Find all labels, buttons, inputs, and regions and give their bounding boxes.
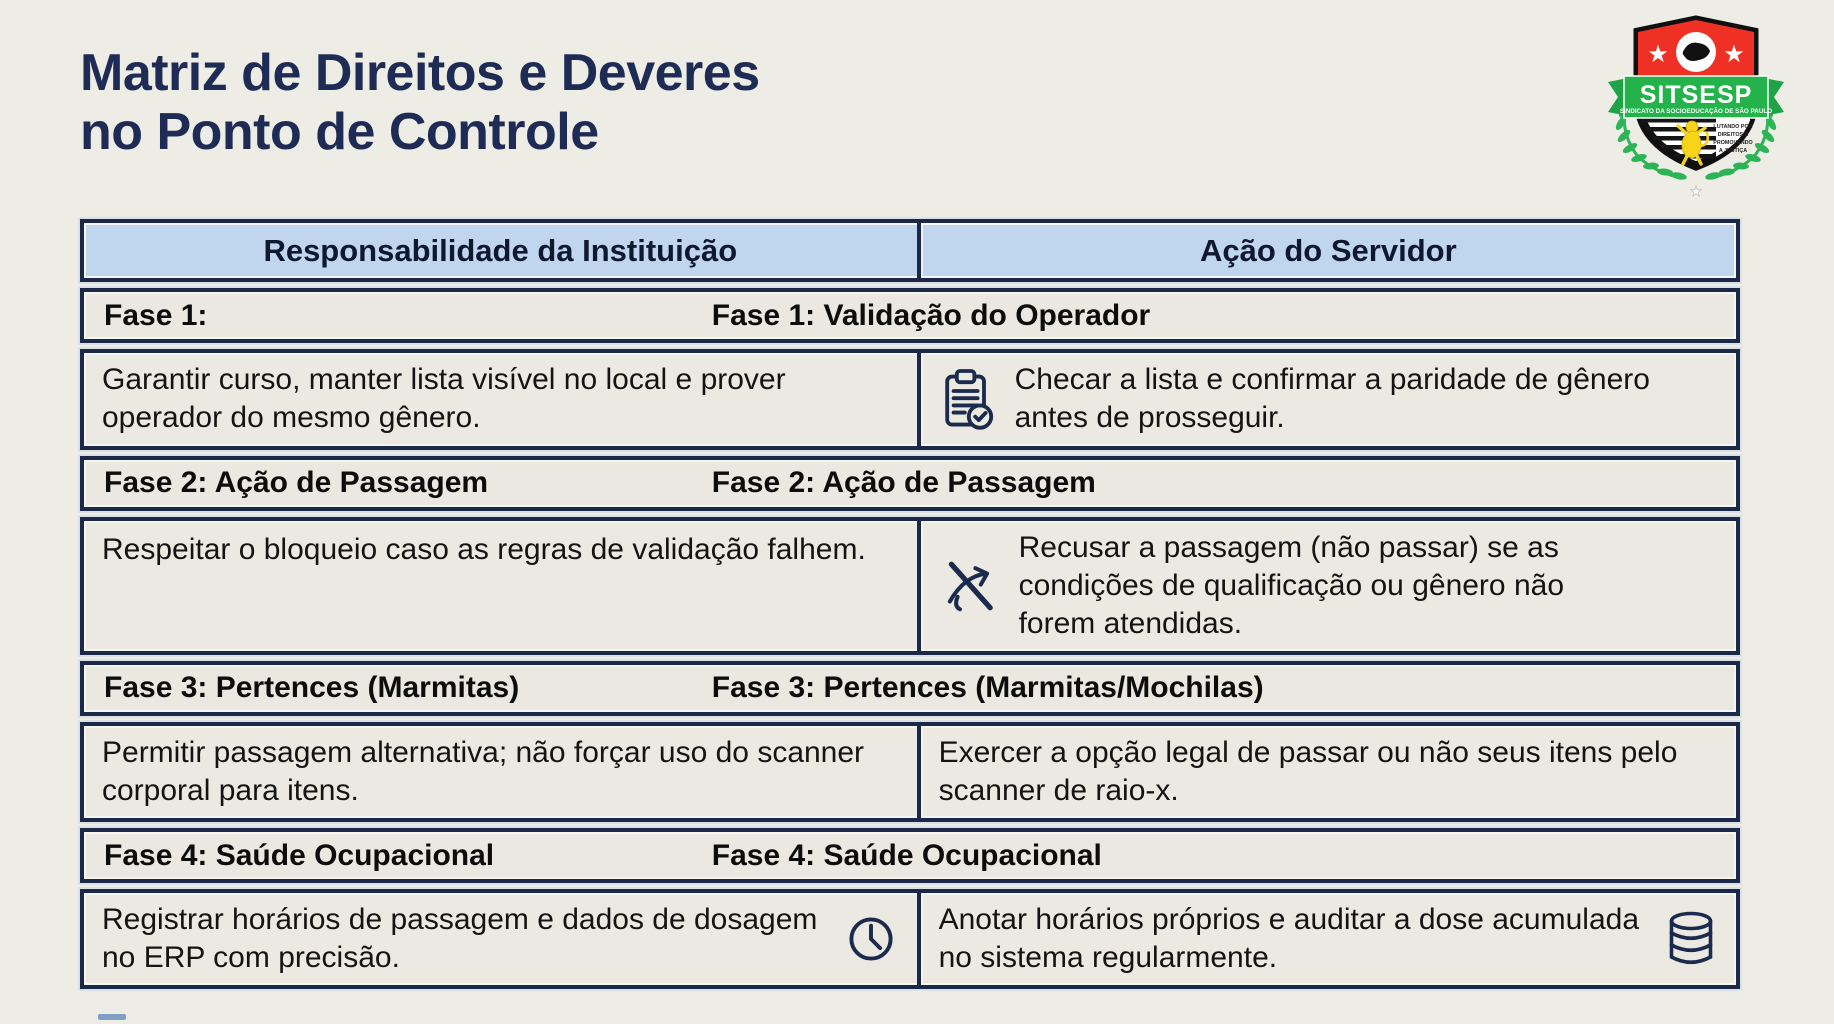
database-icon [1664, 909, 1718, 969]
sitsesp-logo: ★ ★ SITSESP SINDICATO DA SOCIOEDUCAÇÃO D… [1596, 6, 1796, 204]
cell-text: Registrar horários de passagem e dados d… [102, 903, 818, 975]
sao-paulo-state-map-icon [1682, 42, 1710, 61]
phase3-label-left: Fase 3: Pertences (Marmitas) [104, 671, 520, 705]
outline-star-icon: ★ [1690, 183, 1703, 199]
cell-instituicao-fase1: Garantir curso, manter lista visível no … [84, 353, 917, 445]
clipboard-check-icon [939, 367, 997, 431]
cell-instituicao-fase3: Permitir passagem alternativa; não força… [84, 726, 917, 818]
cell-text: Exercer a opção legal de passar ou não s… [938, 735, 1678, 807]
rampant-lion-icon [1676, 120, 1710, 166]
cell-text: Anotar horários próprios e auditar a dos… [938, 903, 1640, 975]
sitsesp-badge-icon: ★ ★ SITSESP SINDICATO DA SOCIOEDUCAÇÃO D… [1608, 15, 1784, 199]
logo-motto-line: PROMOVENDO [1713, 140, 1753, 146]
cell-servidor-fase2: Recusar a passagem (não passar) se as co… [916, 520, 1736, 651]
logo-subtitle: SINDICATO DA SOCIOEDUCAÇÃO DE SÃO PAULO [1620, 106, 1772, 115]
logo-motto-line: LUTANDO POR [1713, 124, 1752, 130]
cell-servidor-fase4: Anotar horários próprios e auditar a dos… [916, 893, 1736, 986]
phase4-label-right: Fase 4: Saúde Ocupacional [711, 838, 1102, 872]
phase4-label-left: Fase 4: Saúde Ocupacional [104, 838, 495, 872]
ribbon-banner-icon: SITSESP SINDICATO DA SOCIOEDUCAÇÃO DE SÃ… [1608, 75, 1784, 119]
cell-text: Respeitar o bloqueio caso as regras de v… [102, 532, 866, 566]
bottom-left-blue-mark [98, 1014, 126, 1020]
table-row: Permitir passagem alternativa; não força… [80, 721, 1740, 823]
cell-text: Recusar a passagem (não passar) se as co… [1018, 530, 1564, 640]
cell-text: Garantir curso, manter lista visível no … [102, 363, 786, 435]
star-icon: ★ [1647, 41, 1669, 68]
phase2-label-left: Fase 2: Ação de Passagem [104, 466, 489, 500]
table-row: Respeitar o bloqueio caso as regras de v… [80, 516, 1740, 655]
phase-row-1: Fase 1: Fase 1: Validação do Operador [80, 288, 1740, 344]
rights-duties-matrix-table: Responsabilidade da Instituição Ação do … [80, 219, 1740, 990]
phase1-label-left: Fase 1: [104, 298, 208, 332]
clock-icon [843, 911, 899, 967]
table-row: Garantir curso, manter lista visível no … [80, 349, 1740, 450]
logo-org-name: SITSESP [1640, 81, 1753, 109]
header-col-instituicao: Responsabilidade da Instituição [263, 233, 738, 268]
cell-servidor-fase1: Checar a lista e confirmar a paridade de… [916, 353, 1736, 446]
cell-text: Permitir passagem alternativa; não força… [102, 735, 865, 807]
star-icon: ★ [1723, 41, 1745, 68]
phase2-label-right: Fase 2: Ação de Passagem [711, 466, 1096, 500]
logo-motto-line: A JUSTIÇA [1719, 148, 1747, 154]
phase3-label-right: Fase 3: Pertences (Marmitas/Mochilas) [711, 671, 1264, 705]
phase-row-3: Fase 3: Pertences (Marmitas) Fase 3: Per… [80, 660, 1740, 716]
cell-instituicao-fase2: Respeitar o bloqueio caso as regras de v… [84, 521, 917, 651]
page-title: Matriz de Direitos e Deveres no Ponto de… [80, 44, 760, 162]
phase-row-2: Fase 2: Ação de Passagem Fase 2: Ação de… [80, 455, 1740, 511]
phase-row-4: Fase 4: Saúde Ocupacional Fase 4: Saúde … [80, 828, 1740, 884]
table-header-row: Responsabilidade da Instituição Ação do … [80, 219, 1740, 283]
cell-instituicao-fase4: Registrar horários de passagem e dados d… [84, 893, 917, 985]
header-col-servidor: Ação do Servidor [916, 223, 1736, 279]
page-title-line1: Matriz de Direitos e Deveres [80, 44, 760, 102]
phase1-label-right: Fase 1: Validação do Operador [711, 298, 1151, 332]
page-title-line2: no Ponto de Controle [80, 102, 599, 161]
logo-motto-line: DIREITOS E [1718, 132, 1749, 138]
cell-text: Checar a lista e confirmar a paridade de… [1014, 363, 1650, 435]
cell-servidor-fase3: Exercer a opção legal de passar ou não s… [916, 725, 1736, 819]
table-row: Registrar horários de passagem e dados d… [80, 889, 1740, 990]
no-passage-icon [939, 555, 1001, 617]
